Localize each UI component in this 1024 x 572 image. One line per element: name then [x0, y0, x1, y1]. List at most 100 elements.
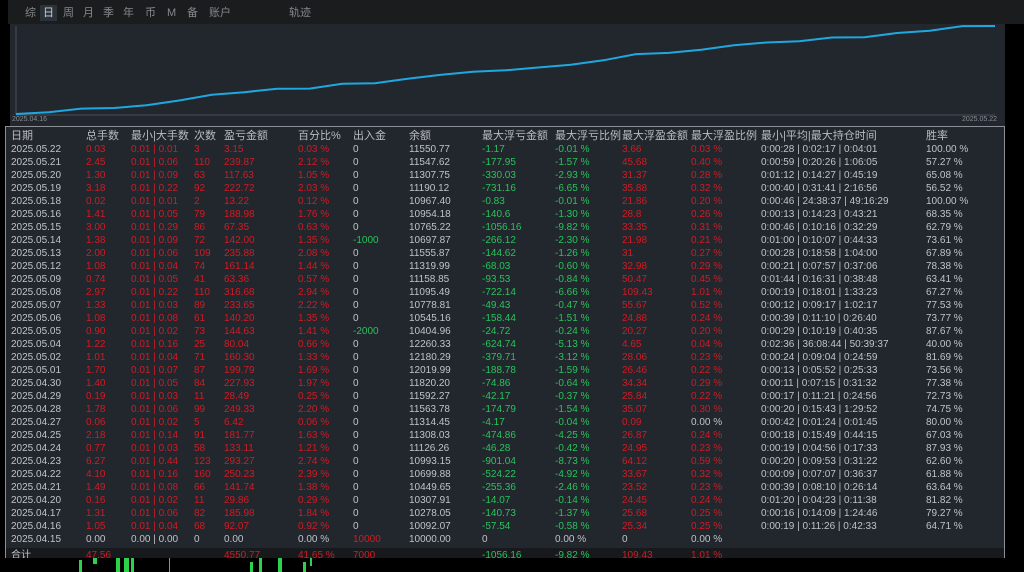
cell-col-10: 0.09 — [622, 417, 642, 428]
cell-col-11: 0.32 % — [691, 183, 723, 194]
cell-col-11: 0.24 % — [691, 430, 723, 441]
cell-col-2: 0.01 | 0.04 — [131, 352, 179, 363]
cell-col-11: 0.00 % — [691, 417, 723, 428]
cell-col-11: 0.20 % — [691, 196, 723, 207]
cell-col-0: 合计 — [11, 550, 31, 561]
cell-col-3: 2 — [194, 196, 200, 207]
cell-col-0: 2025.04.29 — [11, 391, 62, 402]
cell-col-11: 0.30 % — [691, 404, 723, 415]
tab-8[interactable]: 备 — [187, 7, 198, 19]
cell-col-6: 0 — [353, 196, 359, 207]
cell-col-2: 0.01 | 0.06 — [131, 404, 179, 415]
tab-6[interactable]: 币 — [145, 7, 156, 19]
cell-col-5: 2.12 % — [298, 157, 330, 168]
cell-col-5: 百分比% — [298, 130, 341, 142]
cell-col-5: 0.06 % — [298, 417, 330, 428]
daily-stats-table: 日期 总手数 最小|大手数 次数 盈亏金额 百分比% 出入金 余额 最大浮亏金额 最大浮亏比例 最大… — [5, 126, 1005, 564]
tab-0[interactable]: 综 — [25, 7, 36, 19]
cell-col-7: 10954.18 — [409, 209, 451, 220]
cell-col-9: -2.93 % — [555, 170, 590, 181]
cell-col-11: 1.01 % — [691, 287, 723, 298]
cell-col-13: 81.69 % — [926, 352, 963, 363]
table-row: 2025.05.12 1.08 0.01 | 0.04 74 161.14 1.44 % 0… — [6, 260, 1004, 273]
cell-col-4: 盈亏金额 — [224, 130, 268, 142]
cell-col-3: 66 — [194, 482, 206, 493]
cell-col-3: 110 — [194, 157, 210, 168]
cell-col-3: 73 — [194, 326, 206, 337]
cell-col-6: 0 — [353, 261, 359, 272]
cell-col-4: 6.42 — [224, 417, 244, 428]
cell-col-1: 0.02 — [86, 196, 106, 207]
cell-col-3: 91 — [194, 430, 206, 441]
table-row: 2025.04.23 6.27 0.01 | 0.44 123 293.27 2.74 %… — [6, 455, 1004, 468]
cell-col-1: 1.40 — [86, 378, 106, 389]
cell-col-8: -140.6 — [482, 209, 511, 220]
cell-col-4: 80.04 — [224, 339, 250, 350]
cell-col-5: 1.35 % — [298, 235, 330, 246]
equity-chart: 2025.04.16 2025.05.22 — [10, 24, 1005, 126]
tab-4[interactable]: 季 — [103, 7, 114, 19]
cell-col-4: 92.07 — [224, 521, 250, 532]
equity-line — [15, 25, 996, 115]
tab-5[interactable]: 年 — [123, 7, 134, 19]
tab-1[interactable]: 日 — [40, 5, 57, 21]
cell-col-9: -0.24 % — [555, 326, 590, 337]
cell-col-12: 0:00:19 | 0:11:26 | 0:42:33 — [761, 521, 877, 532]
cell-col-3: 86 — [194, 222, 206, 233]
cell-col-0: 2025.04.15 — [11, 534, 62, 545]
cell-col-11: 0.23 % — [691, 482, 723, 493]
cell-col-2: 0.01 | 0.06 — [131, 248, 179, 259]
cell-col-9: -1.30 % — [555, 209, 590, 220]
tab-10[interactable]: 轨迹 — [289, 7, 311, 19]
table-row: 2025.04.15 0.00 0.00 | 0.00 0 0.00 0.00 % 1000… — [6, 533, 1004, 546]
cell-col-1: 0.77 — [86, 443, 106, 454]
cell-col-4: 222.72 — [224, 183, 255, 194]
table-row: 2025.05.18 0.02 0.01 | 0.01 2 13.22 0.12 % 0 10… — [6, 195, 1004, 208]
cell-col-7: 10697.87 — [409, 235, 451, 246]
table-row: 2025.04.28 1.78 0.01 | 0.06 99 249.33 2.20 % 0… — [6, 403, 1004, 416]
cell-col-11: 0.59 % — [691, 456, 723, 467]
cell-col-6: 7000 — [353, 550, 376, 561]
cell-col-5: 1.38 % — [298, 482, 330, 493]
cell-col-12: 0:01:00 | 0:10:07 | 0:44:33 — [761, 235, 878, 246]
tab-3[interactable]: 月 — [83, 7, 94, 19]
cell-col-5: 1.35 % — [298, 313, 330, 324]
cell-col-13: 73.61 % — [926, 235, 963, 246]
cell-col-5: 1.33 % — [298, 352, 330, 363]
tab-2[interactable]: 周 — [63, 7, 74, 19]
cell-col-1: 0.19 — [86, 391, 106, 402]
cell-col-7: 10404.96 — [409, 326, 451, 337]
cell-col-5: 2.08 % — [298, 248, 330, 259]
cell-col-12: 0:00:21 | 0:07:57 | 0:37:06 — [761, 261, 878, 272]
cell-col-9: -2.30 % — [555, 235, 590, 246]
cell-col-3: 3 — [194, 144, 200, 155]
cell-col-4: 249.33 — [224, 404, 255, 415]
tab-9[interactable]: 账户 — [209, 7, 231, 19]
cell-col-4: 161.14 — [224, 261, 255, 272]
cell-col-3: 58 — [194, 443, 206, 454]
cell-col-4: 67.35 — [224, 222, 250, 233]
candle-bar — [310, 558, 312, 566]
cell-col-6: 出入金 — [353, 130, 386, 142]
table-row: 2025.05.14 1.38 0.01 | 0.09 72 142.00 1.35 % -… — [6, 234, 1004, 247]
cell-col-11: 0.03 % — [691, 144, 723, 155]
cell-col-8: -266.12 — [482, 235, 516, 246]
cell-col-2: 0.01 | 0.16 — [131, 469, 179, 480]
cell-col-2: 0.01 | 0.22 — [131, 183, 179, 194]
cell-col-10: 26.46 — [622, 365, 648, 376]
cell-col-8: -4.17 — [482, 417, 505, 428]
cell-col-9: -4.25 % — [555, 430, 590, 441]
cell-col-11: 0.28 % — [691, 170, 723, 181]
table-row: 2025.05.13 2.00 0.01 | 0.06 109 235.88 2.08 %… — [6, 247, 1004, 260]
cell-col-7: 10993.15 — [409, 456, 451, 467]
tab-7[interactable]: M — [167, 7, 177, 19]
cell-col-6: 0 — [353, 508, 359, 519]
cell-col-3: 109 — [194, 248, 211, 259]
cell-col-0: 2025.05.09 — [11, 274, 62, 285]
cell-col-9: -6.65 % — [555, 183, 590, 194]
cell-col-4: 0.00 — [224, 534, 244, 545]
table-row: 2025.05.20 1.30 0.01 | 0.09 63 117.63 1.05 % 0… — [6, 169, 1004, 182]
cell-col-4: 235.88 — [224, 248, 255, 259]
cell-col-4: 13.22 — [224, 196, 250, 207]
cell-col-13: 100.00 % — [926, 196, 969, 207]
